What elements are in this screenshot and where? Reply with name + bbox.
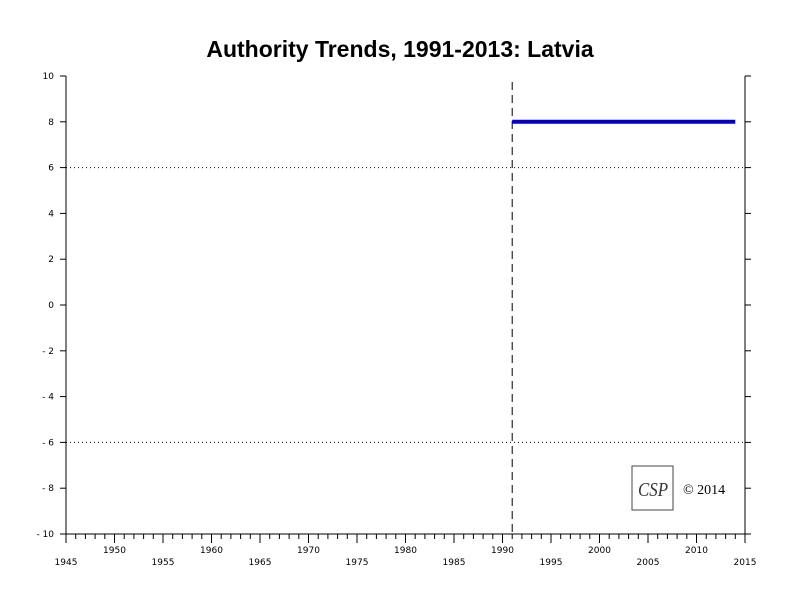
y-tick-label: - 8 — [42, 484, 54, 494]
copyright-text: © 2014 — [683, 483, 725, 498]
x-tick-label: 1970 — [297, 546, 320, 556]
y-tick-label: - 10 — [36, 530, 54, 540]
x-tick-label: 1975 — [346, 558, 369, 568]
reference-lines — [66, 167, 745, 443]
y-axis-ticks: 10 8 6 4 2 0 - 2 - 4 - 6 - 8 - 10 — [36, 72, 751, 540]
x-tick-label: 1980 — [394, 546, 417, 556]
y-tick-label: 4 — [48, 209, 54, 219]
y-tick-label: 6 — [48, 164, 54, 174]
y-tick-label: - 4 — [42, 393, 54, 403]
csp-logo-text: CSP — [638, 479, 668, 501]
x-tick-label: 1965 — [249, 558, 272, 568]
csp-logo — [631, 465, 674, 511]
chart-title: Authority Trends, 1991-2013: Latvia — [206, 36, 594, 62]
x-tick-label: 2005 — [637, 558, 660, 568]
x-tick-label: 2000 — [588, 546, 611, 556]
y-tick-label: - 2 — [42, 347, 54, 357]
x-tick-label: 1985 — [443, 558, 466, 568]
x-tick-label: 1945 — [55, 558, 78, 568]
y-tick-label: 8 — [48, 118, 54, 128]
y-tick-label: 2 — [48, 255, 54, 265]
x-tick-label: 2015 — [734, 558, 757, 568]
y-tick-label: 0 — [48, 301, 54, 311]
watermark: CSP © 2014 — [631, 465, 725, 511]
y-tick-label: 10 — [43, 72, 55, 82]
x-tick-label: 2010 — [685, 546, 708, 556]
axes — [65, 76, 746, 535]
x-tick-label: 1955 — [152, 558, 175, 568]
x-axis-ticks: 1945 1950 1955 1960 1965 1970 1975 1980 1985 1990… — [55, 534, 757, 568]
x-tick-label: 1995 — [540, 558, 563, 568]
y-tick-label: - 6 — [42, 438, 54, 448]
x-tick-label: 1950 — [103, 546, 126, 556]
x-tick-label: 1960 — [200, 546, 223, 556]
x-tick-label: 1990 — [491, 546, 514, 556]
